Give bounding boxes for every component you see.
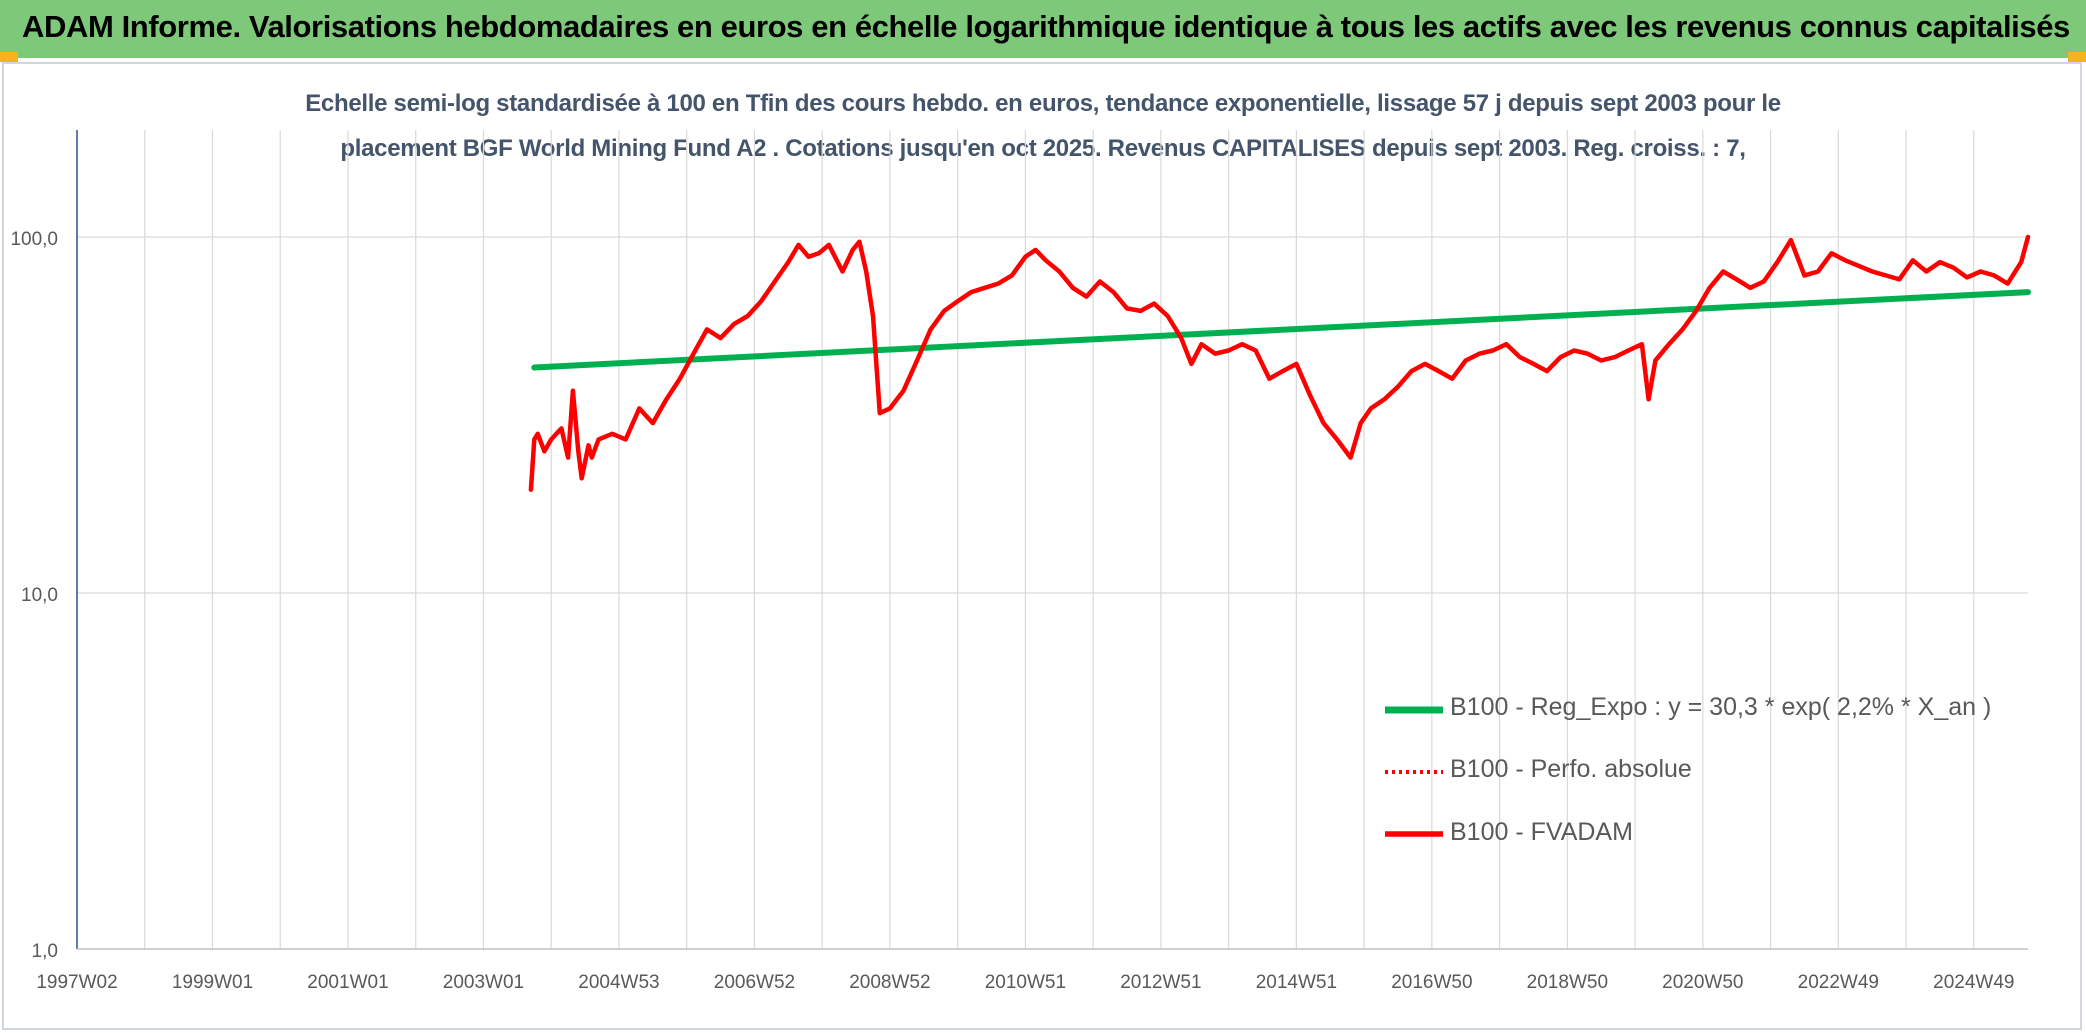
grid-horizontal-lines (77, 236, 2028, 594)
x-tick-label: 1999W01 (172, 972, 253, 993)
x-tick-labels: 1997W02 1999W01 2001W01 2003W01 2004W53 2006W… (36, 972, 2014, 993)
x-tick-label: 2022W49 (1798, 972, 1879, 993)
x-tick-label: 2001W01 (307, 972, 388, 993)
legend-swatches (1385, 706, 1443, 837)
x-tick-label: 2008W52 (849, 972, 930, 993)
header-band: ADAM Informe. Valorisations hebdomadaire… (0, 0, 2086, 58)
legend-label-perfo-absolue: B100 - Perfo. absolue (1450, 755, 1692, 783)
y-tick-label: 1,0 (32, 941, 58, 962)
series-line-2 (528, 234, 2031, 492)
corner-accent-right (2068, 52, 2086, 62)
chart-title-line-1: Echelle semi-log standardisée à 100 en T… (305, 90, 1781, 117)
series-line-0 (531, 289, 2031, 371)
x-tick-label: 1997W02 (36, 972, 117, 993)
page-title: ADAM Informe. Valorisations hebdomadaire… (22, 9, 2070, 44)
series-layer (528, 234, 2031, 492)
x-tick-label: 2003W01 (443, 972, 524, 993)
x-tick-label: 2020W50 (1662, 972, 1743, 993)
corner-accent-left (0, 52, 18, 62)
chart-axes (76, 130, 2028, 950)
legend-label-reg-expo: B100 - Reg_Expo : y = 30,3 * exp( 2,2% *… (1450, 693, 1992, 721)
x-tick-label: 2004W53 (578, 972, 659, 993)
legend-label-fvadam: B100 - FVADAM (1450, 818, 1633, 846)
x-tick-label: 2010W51 (985, 972, 1066, 993)
y-tick-labels: 1,0 10,0 100,0 (10, 229, 58, 962)
x-tick-label: 2018W50 (1527, 972, 1608, 993)
grid-vertical-lines (76, 130, 1975, 949)
x-tick-label: 2014W51 (1256, 972, 1337, 993)
chart-frame (2, 62, 2082, 1030)
y-tick-label: 10,0 (21, 585, 58, 606)
x-tick-label: 2024W49 (1933, 972, 2014, 993)
x-tick-label: 2006W52 (714, 972, 795, 993)
y-tick-label: 100,0 (10, 229, 58, 250)
x-tick-label: 2016W50 (1391, 972, 1472, 993)
chart-title-line-2: placement BGF World Mining Fund A2 . Cot… (340, 135, 1746, 162)
x-tick-label: 2012W51 (1120, 972, 1201, 993)
